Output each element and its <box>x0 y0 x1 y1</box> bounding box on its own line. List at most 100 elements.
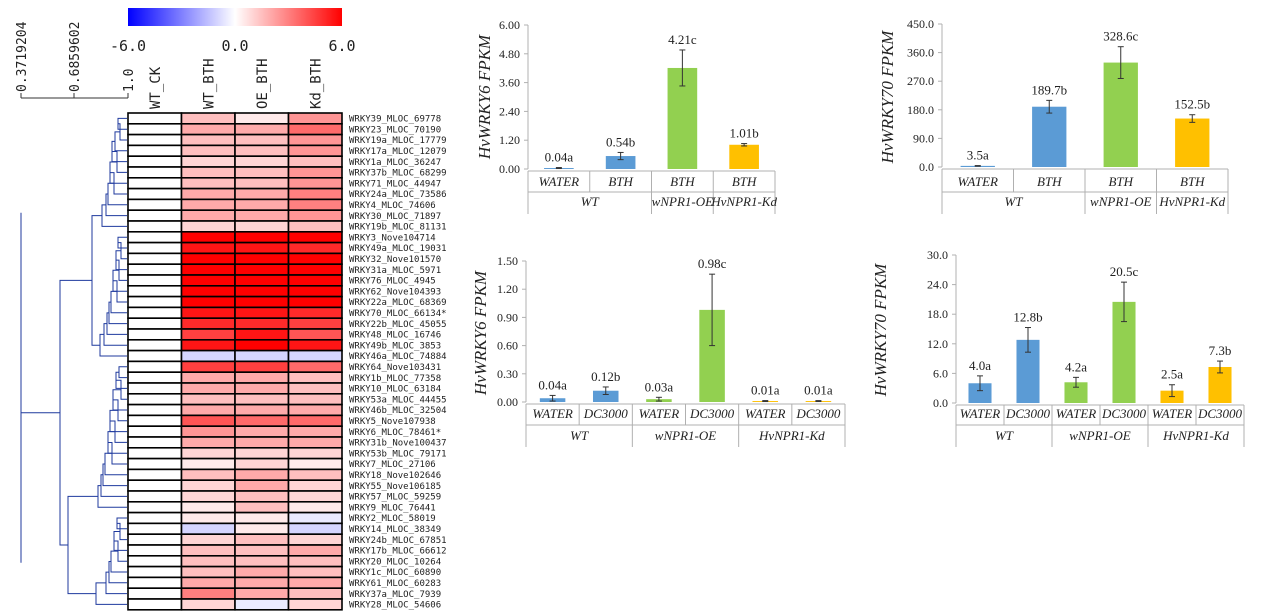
heatmap-row-label: WRKY22b_MLOC_45055 <box>349 320 447 330</box>
x-category-label: DC3000 <box>583 406 629 421</box>
y-tick-label: 6.00 <box>499 18 520 32</box>
heatmap-cell <box>180 392 236 406</box>
heatmap-cell <box>234 274 290 287</box>
heatmap-cell <box>180 317 236 330</box>
dendrogram-branch <box>114 131 127 152</box>
heatmap-cell <box>234 544 290 557</box>
bar <box>968 383 992 403</box>
heatmap-cell <box>287 274 343 287</box>
heatmap-cell <box>127 144 183 157</box>
heatmap-cell <box>180 220 236 233</box>
bar <box>1175 118 1210 167</box>
heatmap-cell <box>234 511 290 525</box>
data-label: 0.98c <box>698 256 727 271</box>
dendrogram-branch <box>59 279 92 546</box>
heatmap-cell <box>287 133 343 147</box>
heatmap-row-label: WRKY37b_MLOC_68299 <box>349 169 447 179</box>
heatmap-cell <box>287 252 343 265</box>
heatmap-cell <box>127 371 183 384</box>
heatmap-cell <box>180 403 236 417</box>
data-label: 7.3b <box>1209 343 1232 358</box>
y-tick-label: 0.30 <box>497 367 518 381</box>
heatmap-cell <box>127 500 183 514</box>
heatmap-cell <box>287 457 343 471</box>
heatmap-column-label: WT_CK <box>148 66 164 109</box>
heatmap-cell <box>287 414 343 427</box>
x-category-label: DC3000 <box>795 406 841 421</box>
heatmap-cell <box>127 349 183 363</box>
heatmap-row-label: WRKY49b_MLOC_3853 <box>349 341 441 351</box>
heatmap-cell <box>287 446 343 460</box>
bar-chart-wrky70-bth: 0.0 90.0 180.0 270.0 360.0 450.0 HvWRKY70 FPKM… <box>878 17 1229 214</box>
y-tick-label: 180.0 <box>907 103 934 117</box>
heatmap-cell <box>180 123 236 136</box>
heatmap-cell <box>287 565 343 579</box>
x-group-label: wNPR1-OE <box>652 194 713 209</box>
heatmap-cell <box>234 587 290 600</box>
heatmap-cell <box>287 403 343 417</box>
heatmap-cell <box>180 209 236 222</box>
y-tick-label: 90.0 <box>913 131 934 145</box>
heatmap-row-label: WRKY9_MLOC_76441 <box>349 503 436 513</box>
bar <box>1112 301 1136 403</box>
y-tick-label: 360.0 <box>907 46 934 60</box>
heatmap-cell <box>127 436 183 449</box>
heatmap-cell <box>127 565 183 579</box>
heatmap-cell <box>180 425 236 438</box>
color-scale-tick: 0.0 <box>221 37 248 55</box>
heatmap-cell <box>234 295 290 309</box>
heatmap-cell <box>127 198 183 211</box>
heatmap-cell <box>234 446 290 460</box>
heatmap-cell <box>180 177 236 190</box>
heatmap-cell <box>287 598 343 611</box>
heatmap-cell <box>234 198 290 211</box>
data-label: 0.03a <box>645 379 674 394</box>
heatmap-row-label: WRKY55_Nove106185 <box>349 482 441 492</box>
heatmap-cell <box>127 123 183 136</box>
heatmap-cell <box>287 511 343 525</box>
heatmap-cell <box>180 382 236 395</box>
heatmap-cell <box>287 479 343 492</box>
heatmap-cell <box>287 371 343 384</box>
data-label: 328.6c <box>1103 29 1138 44</box>
heatmap-cell <box>234 533 290 546</box>
heatmap-cell <box>287 587 343 600</box>
heatmap-cell <box>234 457 290 471</box>
bar <box>1103 62 1138 168</box>
heatmap-cell <box>180 511 236 525</box>
heatmap-row-label: WRKY1c_MLOC_60890 <box>349 568 441 578</box>
x-group-label: WT <box>581 194 600 209</box>
heatmap-cell <box>287 198 343 211</box>
heatmap-cell <box>287 533 343 546</box>
heatmap-cell <box>287 338 343 352</box>
y-axis-title: HvWRKY6 FPKM <box>475 34 494 160</box>
x-category-label: BTH <box>1037 174 1062 189</box>
x-group-label: wNPR1-OE <box>1090 194 1151 209</box>
heatmap-cell <box>234 284 290 298</box>
heatmap-cell <box>287 392 343 406</box>
heatmap-cell <box>127 446 183 460</box>
heatmap-cell <box>234 576 290 590</box>
heatmap-cell <box>127 177 183 190</box>
heatmap-row-label: WRKY28_MLOC_54606 <box>349 601 441 611</box>
heatmap-row-label: WRKY57_MLOC_59259 <box>349 493 441 503</box>
data-label: 20.5c <box>1110 264 1139 279</box>
heatmap-cell <box>234 187 290 201</box>
heatmap-row-label: WRKY23_MLOC_70190 <box>349 125 441 135</box>
heatmap-cell <box>180 436 236 449</box>
heatmap-cell <box>234 349 290 363</box>
heatmap-row-label: WRKY48_MLOC_16746 <box>349 331 441 341</box>
y-tick-label: 4.80 <box>499 47 520 61</box>
heatmap-cell <box>234 414 290 427</box>
data-label: 4.0a <box>969 358 991 373</box>
heatmap-cell <box>180 241 236 255</box>
heatmap-cell <box>287 436 343 449</box>
heatmap-cells <box>127 112 343 611</box>
y-tick-label: 12.0 <box>927 337 948 351</box>
data-label: 0.54b <box>606 134 635 149</box>
heatmap-cell <box>180 133 236 147</box>
heatmap-row-label: WRKY31b_Nove100437 <box>349 439 447 449</box>
y-tick-label: 30.0 <box>927 248 948 262</box>
heatmap-cell <box>287 241 343 255</box>
heatmap-cell <box>287 522 343 536</box>
